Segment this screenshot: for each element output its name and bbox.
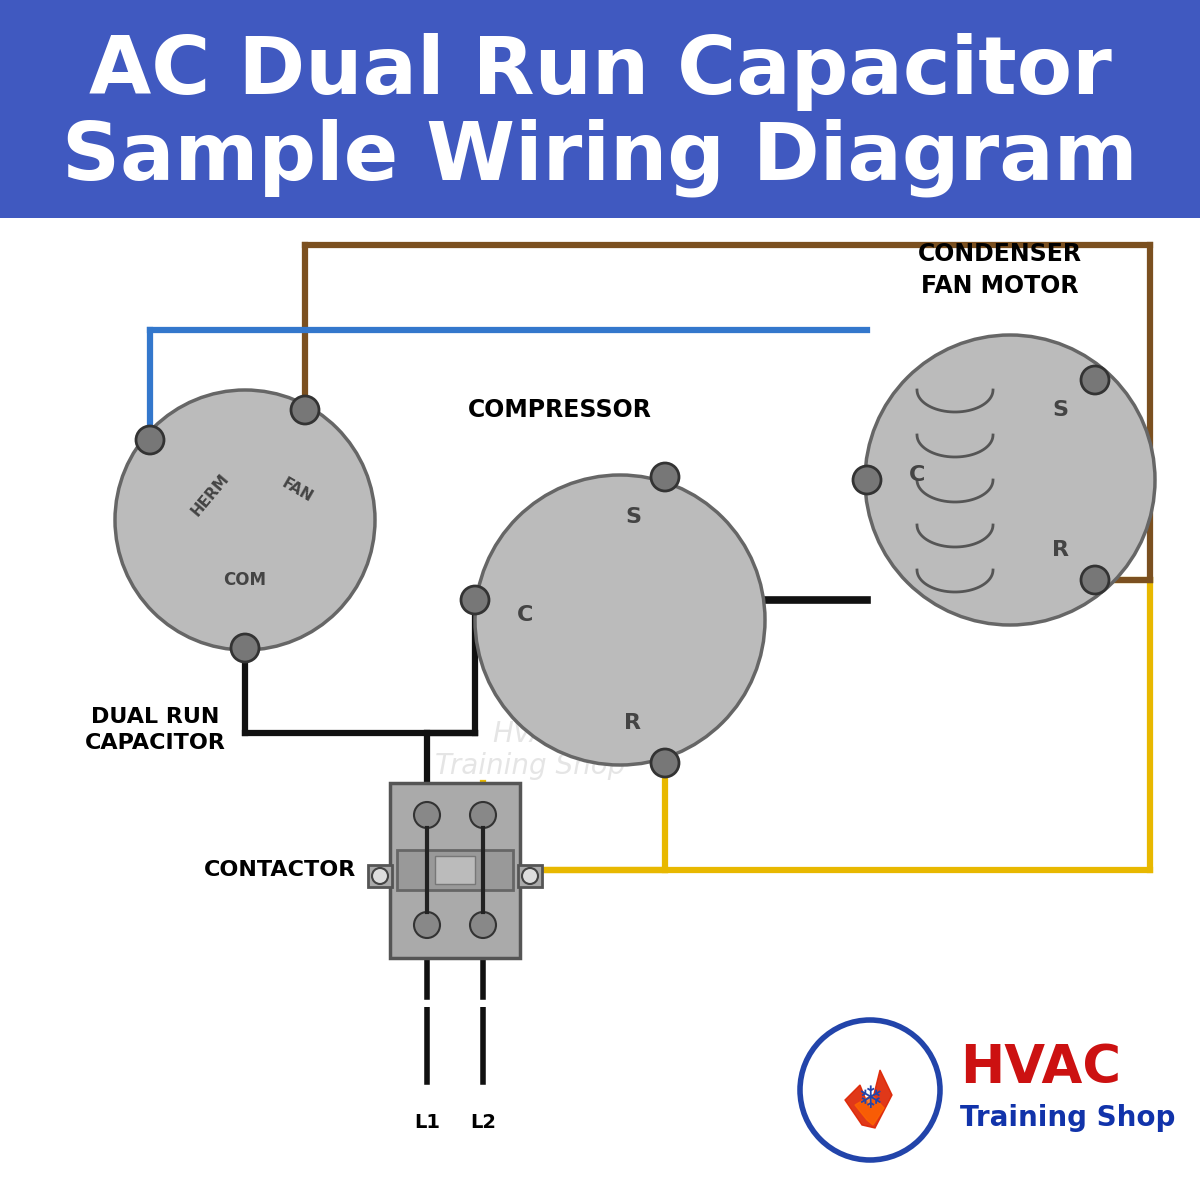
Polygon shape — [845, 1070, 892, 1128]
Text: Sample Wiring Diagram: Sample Wiring Diagram — [62, 119, 1138, 197]
Text: Training Shop: Training Shop — [960, 1104, 1175, 1132]
Polygon shape — [854, 1094, 884, 1126]
Bar — [436, 856, 475, 884]
Text: FAN: FAN — [278, 475, 316, 505]
Text: S: S — [1052, 400, 1068, 420]
Text: L2: L2 — [470, 1112, 496, 1132]
Circle shape — [853, 466, 881, 494]
Circle shape — [522, 868, 538, 884]
Circle shape — [650, 463, 679, 491]
Text: DUAL RUN
CAPACITOR: DUAL RUN CAPACITOR — [84, 707, 226, 754]
Circle shape — [475, 475, 766, 766]
Bar — [518, 865, 542, 887]
Bar — [368, 865, 392, 887]
Text: R: R — [1051, 540, 1068, 560]
Circle shape — [414, 802, 440, 828]
Circle shape — [1081, 366, 1109, 394]
Circle shape — [292, 396, 319, 424]
Circle shape — [230, 634, 259, 662]
Circle shape — [800, 1020, 940, 1160]
Text: AC Dual Run Capacitor: AC Dual Run Capacitor — [89, 32, 1111, 110]
Text: COMPRESSOR: COMPRESSOR — [468, 398, 652, 422]
Circle shape — [115, 390, 374, 650]
Text: CONDENSER
FAN MOTOR: CONDENSER FAN MOTOR — [918, 242, 1082, 298]
Text: ❄: ❄ — [857, 1086, 883, 1115]
Circle shape — [650, 749, 679, 778]
Circle shape — [1081, 566, 1109, 594]
Text: HERM: HERM — [188, 472, 232, 518]
Bar — [397, 850, 514, 890]
Text: HVAC
Training Shop: HVAC Training Shop — [434, 720, 625, 780]
Text: HVAC: HVAC — [960, 1042, 1121, 1094]
Text: CONTACTOR: CONTACTOR — [204, 860, 356, 880]
Circle shape — [372, 868, 388, 884]
Circle shape — [865, 335, 1154, 625]
Circle shape — [136, 426, 164, 454]
Circle shape — [470, 912, 496, 938]
Bar — [0, 0, 1200, 218]
Text: COM: COM — [223, 571, 266, 589]
Circle shape — [461, 586, 490, 614]
Text: S: S — [625, 506, 641, 527]
Circle shape — [470, 802, 496, 828]
Bar — [390, 782, 520, 958]
Text: L1: L1 — [414, 1112, 440, 1132]
Text: C: C — [517, 605, 533, 625]
Circle shape — [414, 912, 440, 938]
Text: C: C — [908, 464, 925, 485]
Text: R: R — [624, 713, 642, 733]
